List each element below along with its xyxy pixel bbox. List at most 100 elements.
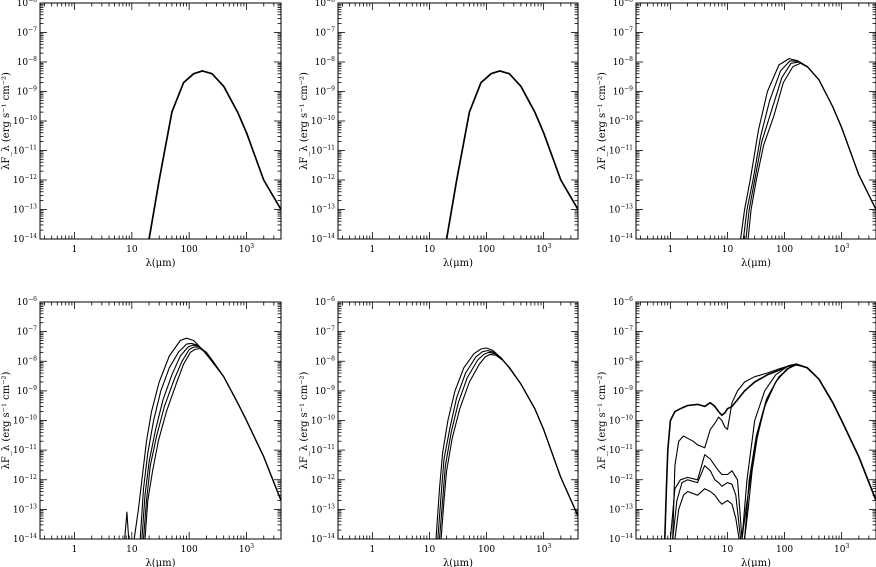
y-tick-label: 10−9 <box>17 86 37 98</box>
plot-frame <box>39 2 282 240</box>
y-tick-label: 10−12 <box>311 474 335 486</box>
y-tick-label: 10−8 <box>315 355 335 367</box>
x-tick-label: 103 <box>239 543 254 555</box>
x-tick-label: 100 <box>776 245 793 255</box>
y-axis-label: λF_λ (erg s⁻¹ cm⁻²) <box>1 371 12 469</box>
y-tick-label: 10−7 <box>17 326 37 338</box>
x-tick-label: 10 <box>126 245 138 255</box>
y-tick-label: 10−8 <box>613 355 633 367</box>
x-axis-label: λ(μm) <box>443 258 473 269</box>
plot-frame <box>337 301 579 540</box>
sed-curve <box>445 70 578 239</box>
y-tick-label: 10−8 <box>17 56 37 68</box>
y-tick-label: 10−6 <box>17 296 37 308</box>
x-axis-label: λ(μm) <box>145 558 175 567</box>
y-tick-label: 10−11 <box>311 444 335 456</box>
sed-curve <box>435 347 578 539</box>
x-axis-label: λ(μm) <box>145 258 175 269</box>
sed-curve <box>747 62 876 239</box>
sed-curve <box>674 363 876 539</box>
y-tick-label: 10−9 <box>315 385 335 397</box>
sed-curve <box>124 337 281 539</box>
x-tick-label: 10 <box>424 245 436 255</box>
y-tick-label: 10−7 <box>613 27 633 39</box>
y-axis-label: λF_λ (erg s⁻¹ cm⁻²) <box>299 72 310 170</box>
x-tick-label: 103 <box>239 243 254 255</box>
x-axis-label: λ(μm) <box>443 558 473 567</box>
x-tick-label: 103 <box>834 243 849 255</box>
x-tick-label: 1 <box>668 545 674 555</box>
y-tick-label: 10−11 <box>13 145 37 157</box>
x-tick-label: 1 <box>72 545 78 555</box>
x-tick-label: 103 <box>536 543 551 555</box>
sed-curve <box>745 61 876 239</box>
y-tick-label: 10−6 <box>613 296 633 308</box>
x-tick-label: 1 <box>370 245 376 255</box>
x-tick-label: 1 <box>370 545 376 555</box>
panel-bottom-right: 1 10 100 103 10−14 10−13 10−12 10−11 10−10 10−9 10… <box>597 296 876 567</box>
x-tick-label: 1 <box>668 245 674 255</box>
plot-frame <box>337 2 579 240</box>
y-tick-label: 10−7 <box>315 326 335 338</box>
y-tick-label: 10−11 <box>311 145 335 157</box>
panel-top-left: 1 10 100 103 10−14 10−13 10−12 10−11 10−10 10−9 10… <box>1 0 282 269</box>
y-axis-label: λF_λ (erg s⁻¹ cm⁻²) <box>597 72 608 170</box>
x-tick-label: 103 <box>536 243 551 255</box>
y-tick-label: 10−13 <box>13 204 37 216</box>
sed-curve <box>148 70 281 239</box>
sed-curve <box>139 342 281 539</box>
y-tick-label: 10−9 <box>613 385 633 397</box>
x-tick-label: 1 <box>72 245 78 255</box>
y-tick-label: 10−7 <box>613 326 633 338</box>
y-tick-label: 10−6 <box>17 0 37 9</box>
panel-top-right: 1 10 100 103 10−14 10−13 10−12 10−11 10−10 10−9 10… <box>597 0 876 269</box>
sed-curve <box>664 363 876 539</box>
y-tick-label: 10−10 <box>311 115 335 127</box>
y-tick-label: 10−8 <box>613 56 633 68</box>
y-tick-label: 10−6 <box>315 0 335 9</box>
sed-curve <box>437 349 578 539</box>
sed-curve <box>144 347 281 539</box>
y-tick-label: 10−10 <box>13 115 37 127</box>
x-tick-label: 100 <box>181 545 198 555</box>
x-tick-label: 100 <box>181 245 198 255</box>
y-tick-label: 10−14 <box>609 233 633 245</box>
x-axis-label: λ(μm) <box>741 558 771 567</box>
y-tick-label: 10−7 <box>315 27 335 39</box>
y-tick-label: 10−13 <box>311 503 335 515</box>
y-tick-label: 10−14 <box>311 533 335 545</box>
y-tick-label: 10−14 <box>609 533 633 545</box>
sed-curve <box>440 353 578 539</box>
y-tick-label: 10−9 <box>613 86 633 98</box>
y-tick-label: 10−12 <box>311 174 335 186</box>
y-tick-label: 10−6 <box>613 0 633 9</box>
panel-bottom-left: 1 10 100 103 10−14 10−13 10−12 10−11 10−10 10−9 10… <box>1 296 282 567</box>
x-tick-label: 10 <box>722 245 734 255</box>
y-tick-label: 10−13 <box>311 204 335 216</box>
y-tick-label: 10−14 <box>13 233 37 245</box>
y-tick-label: 10−13 <box>13 503 37 515</box>
y-axis-label: λF_λ (erg s⁻¹ cm⁻²) <box>597 371 608 469</box>
y-axis-label: λF_λ (erg s⁻¹ cm⁻²) <box>299 371 310 469</box>
y-tick-label: 10−12 <box>609 174 633 186</box>
y-tick-label: 10−12 <box>13 474 37 486</box>
sed-curve <box>672 363 876 539</box>
y-tick-label: 10−14 <box>13 533 37 545</box>
y-tick-label: 10−12 <box>609 474 633 486</box>
y-tick-label: 10−11 <box>13 444 37 456</box>
sed-curve <box>742 60 876 239</box>
x-tick-label: 103 <box>834 543 849 555</box>
y-axis-label: λF_λ (erg s⁻¹ cm⁻²) <box>1 72 12 170</box>
x-tick-label: 10 <box>722 545 734 555</box>
x-tick-label: 10 <box>424 545 436 555</box>
y-tick-label: 10−8 <box>315 56 335 68</box>
y-tick-label: 10−8 <box>17 355 37 367</box>
x-tick-label: 10 <box>126 545 138 555</box>
y-tick-label: 10−11 <box>609 145 633 157</box>
y-tick-label: 10−13 <box>609 503 633 515</box>
panel-bottom-middle: 1 10 100 103 10−14 10−13 10−12 10−11 10−10 10−9 10… <box>299 296 579 567</box>
y-tick-label: 10−13 <box>609 204 633 216</box>
plot-frame <box>635 2 876 240</box>
y-tick-label: 10−6 <box>315 296 335 308</box>
y-tick-label: 10−7 <box>17 27 37 39</box>
